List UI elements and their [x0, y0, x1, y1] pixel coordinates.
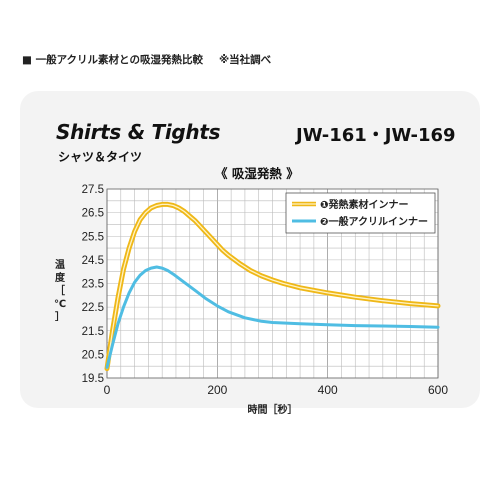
y-tick-label: 21.5	[82, 326, 104, 338]
x-tick-label: 600	[428, 383, 448, 397]
y-tick-label: 27.5	[82, 184, 104, 196]
x-tick-label: 400	[318, 383, 338, 397]
legend-box	[285, 192, 436, 234]
legend-label: ❶発熱素材インナー	[320, 198, 408, 211]
x-axis-label: 時間［秒］	[248, 403, 298, 416]
y-tick-label: 20.5	[82, 349, 104, 361]
header-note: ※当社調べ	[218, 54, 272, 66]
header-title: ■ 一般アクリル素材との吸湿発熱比較	[22, 54, 203, 66]
chart-title: 《 吸湿発熱 》	[215, 166, 299, 181]
x-tick-label: 200	[207, 383, 227, 397]
product-title-en: Shirts & Tights	[56, 120, 221, 144]
y-axis-label: 温度［℃］	[54, 258, 66, 323]
series-line-2	[105, 265, 440, 369]
series-line-1-inner	[106, 203, 439, 370]
y-tick-label: 19.5	[82, 373, 104, 385]
model-number: JW-161・JW-169	[296, 125, 456, 146]
y-tick-label: 25.5	[82, 231, 104, 243]
legend-label: ❷一般アクリルインナー	[320, 215, 428, 228]
x-tick-label: 0	[104, 383, 111, 397]
plot-frame	[106, 188, 439, 379]
y-tick-label: 26.5	[82, 208, 104, 220]
y-tick-label: 24.5	[82, 255, 104, 267]
chart-header: ■ 一般アクリル素材との吸湿発熱比較 ※当社調べ	[22, 52, 271, 67]
product-title-jp: シャツ＆タイツ	[58, 150, 143, 164]
y-tick-label: 22.5	[82, 302, 104, 314]
y-tick-label: 23.5	[82, 279, 104, 291]
